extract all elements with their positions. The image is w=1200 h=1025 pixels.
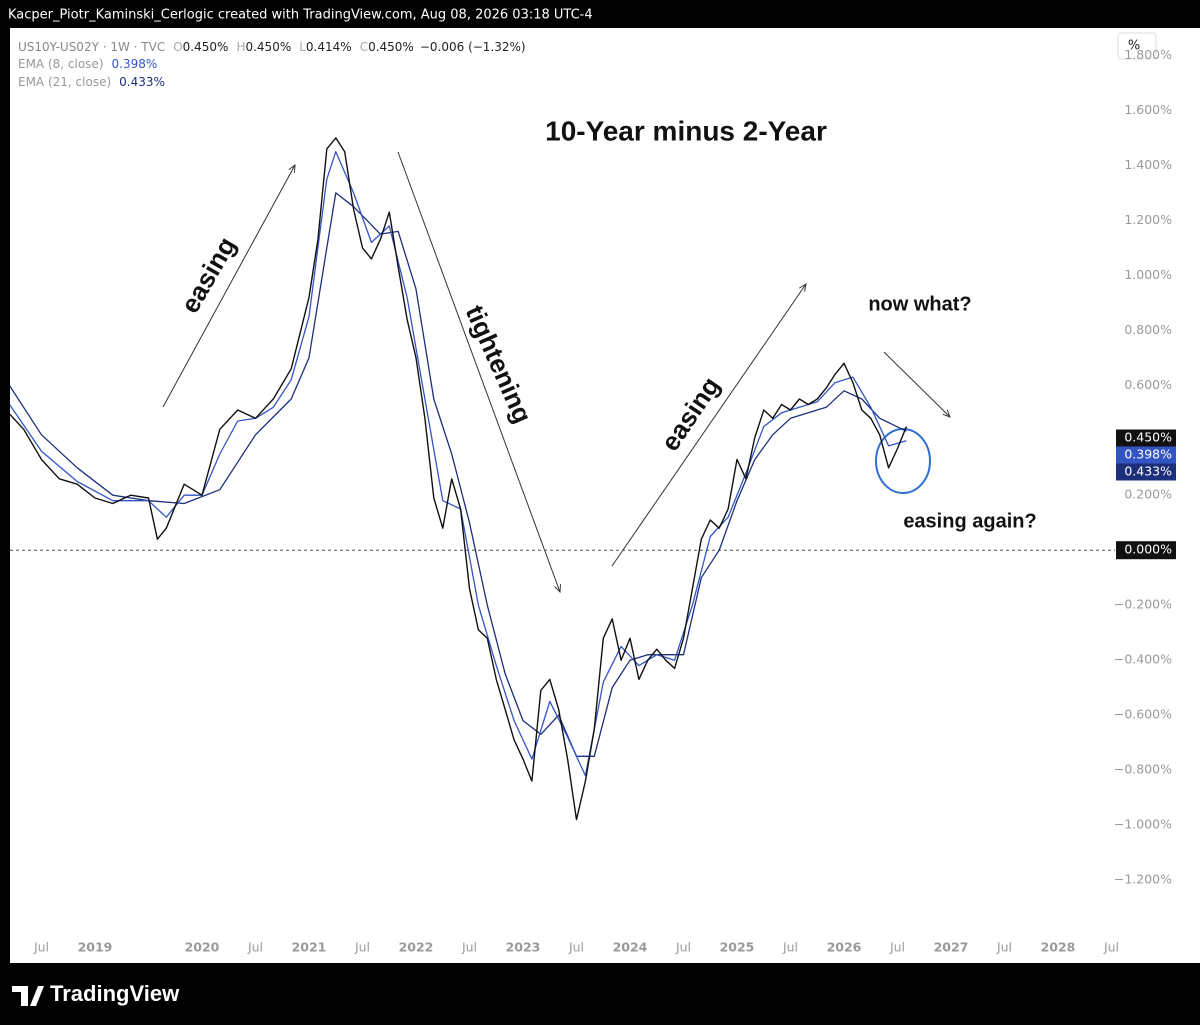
zero-label-box [1116, 541, 1176, 560]
x-tick-label: Jul [354, 940, 370, 955]
x-tick-label: Jul [782, 940, 798, 955]
x-tick-label: Jul [568, 940, 584, 955]
chart-title: 10-Year minus 2-Year [545, 115, 827, 146]
x-tick-label: Jul [461, 940, 477, 955]
x-tick-label: 2025 [720, 940, 755, 955]
x-tick-label: Jul [247, 940, 263, 955]
x-tick-label: 2028 [1041, 940, 1076, 955]
last-value-box [1116, 463, 1176, 481]
x-tick-label: 2019 [78, 940, 113, 955]
y-tick-label: 1.200% [1124, 212, 1172, 227]
y-tick-label: 0.200% [1124, 487, 1172, 502]
last-value-label: 0.433% [1124, 464, 1172, 479]
x-tick-label: Jul [889, 940, 905, 955]
x-tick-label: 2020 [185, 940, 220, 955]
y-tick-label: 0.600% [1124, 377, 1172, 392]
annotation: now what? [868, 293, 971, 315]
zero-label: 0.000% [1124, 542, 1172, 557]
y-tick-label: −1.000% [1114, 817, 1172, 832]
credit: Kacper_Piotr_Kaminski_Cerlogic created w… [8, 8, 593, 23]
y-tick-label: 1.400% [1124, 157, 1172, 172]
legend-value: 0.450% [245, 40, 291, 54]
unit-label[interactable]: % [1128, 39, 1140, 54]
x-tick-label: 2022 [399, 940, 434, 955]
ema-line [10, 151, 907, 777]
chart-panel [10, 28, 1200, 963]
logo-icon [12, 986, 44, 1006]
legend-ema-value: 0.398% [112, 57, 158, 71]
y-tick-label: 1.000% [1124, 267, 1172, 282]
x-tick-label: 2027 [934, 940, 969, 955]
top-bar [0, 0, 1200, 28]
legend-symbol: US10Y-US02Y · 1W · TVC [18, 40, 165, 54]
last-value-label: 0.450% [1124, 430, 1172, 445]
y-tick-label: −0.600% [1114, 707, 1172, 722]
arrows [162, 151, 950, 592]
price-line [10, 137, 908, 821]
bottom-bar [0, 963, 1200, 1025]
annotation: easing again? [903, 510, 1036, 532]
arrow [611, 284, 806, 567]
last-value-box [1116, 446, 1176, 464]
arrow [883, 351, 950, 417]
x-tick-label: Jul [33, 940, 49, 955]
legend-change: −0.006 (−1.32%) [420, 40, 526, 54]
legend-ema: EMA (21, close) 0.433% [18, 75, 165, 89]
ema-line [10, 192, 907, 757]
x-tick-label: Jul [675, 940, 691, 955]
legend-key: O [173, 40, 182, 54]
y-tick-label: 0.800% [1124, 322, 1172, 337]
arrow [162, 165, 295, 408]
legend-value: 0.414% [306, 40, 352, 54]
legend-key: H [236, 40, 245, 54]
last-value-label: 0.398% [1124, 447, 1172, 462]
y-tick-label: −0.800% [1114, 762, 1172, 777]
arrow [397, 151, 560, 592]
legend-ema-name: EMA (21, close) [18, 75, 111, 89]
x-tick-label: 2026 [827, 940, 862, 955]
x-tick-label: 2024 [613, 940, 648, 955]
legend-ema-name: EMA (8, close) [18, 57, 104, 71]
y-tick-label: 1.600% [1124, 102, 1172, 117]
legend-ema: EMA (8, close) 0.398% [18, 57, 157, 71]
unit-button[interactable] [1117, 32, 1157, 60]
legend-key: C [360, 40, 368, 54]
legend-value: 0.450% [368, 40, 414, 54]
x-tick-label: 2021 [292, 940, 327, 955]
last-value-box [1116, 429, 1176, 447]
legend-ema-value: 0.433% [119, 75, 165, 89]
plot-area [10, 137, 908, 821]
legend-main: US10Y-US02Y · 1W · TVC O0.450% H0.450% L0.4… [18, 40, 526, 54]
y-tick-label: −1.200% [1114, 872, 1172, 887]
x-tick-label: Jul [1103, 940, 1119, 955]
x-tick-label: 2023 [506, 940, 541, 955]
y-tick-label: −0.400% [1114, 652, 1172, 667]
x-tick-label: Jul [996, 940, 1012, 955]
y-tick-label: 1.800% [1124, 47, 1172, 62]
y-tick-label: −0.200% [1114, 597, 1172, 612]
brand: TradingView [50, 981, 180, 1006]
legend-value: 0.450% [183, 40, 229, 54]
legend-key: L [299, 40, 306, 54]
